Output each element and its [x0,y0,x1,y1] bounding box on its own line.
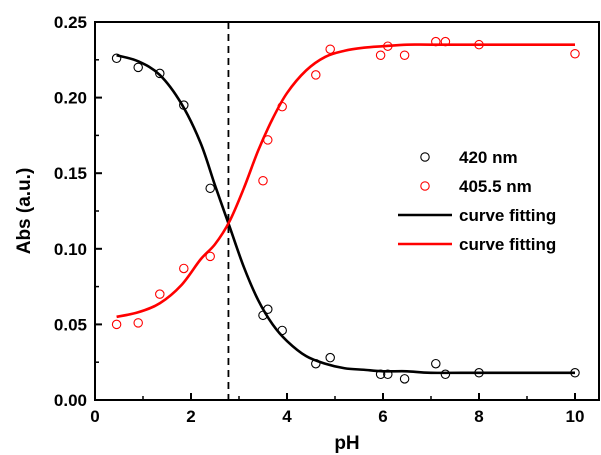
x-tick-labels: 0 2 4 6 8 10 [90,407,584,426]
x-tick-label: 10 [566,407,585,426]
legend-label: 405.5 nm [459,177,532,196]
legend-marker [420,152,430,162]
data-point [263,135,273,145]
data-point [111,53,122,64]
legend: 420 nm 405.5 nm curve fitting curve fitting [398,148,556,254]
legend-marker [420,181,430,191]
y-tick-label: 0.00 [54,391,87,410]
data-points [111,36,580,384]
data-point [431,358,441,369]
legend-label: curve fitting [459,235,556,254]
x-tick-label: 8 [474,407,483,426]
data-point [325,44,335,54]
y-tick-label: 0.15 [54,164,87,183]
data-point [205,183,215,194]
data-point [311,358,321,369]
axis-ticks [94,21,576,401]
data-point [325,352,335,363]
x-axis-title: pH [334,433,359,454]
data-point [155,289,165,299]
y-tick-label: 0.20 [54,89,87,108]
data-point [277,101,287,112]
legend-label: curve fitting [459,206,556,225]
data-point [258,310,268,321]
data-point [399,374,410,384]
data-point [474,368,484,378]
data-point [570,368,580,378]
y-tick-label: 0.25 [54,13,87,32]
data-point [431,36,441,47]
data-point [375,369,386,380]
data-point [570,49,580,59]
y-tick-label: 0.10 [54,240,87,259]
data-point [205,251,215,262]
x-tick-label: 4 [282,407,292,426]
data-point [440,36,451,47]
data-point [179,100,189,110]
data-point [383,369,393,380]
data-point [311,70,321,80]
fit-curves [116,43,575,375]
fit-curve-line [116,43,575,319]
y-tick-labels: 0.00 0.05 0.10 0.15 0.20 0.25 [54,13,87,410]
data-point [133,62,143,73]
data-point [155,68,165,79]
x-tick-label: 2 [186,407,195,426]
y-tick-label: 0.05 [54,315,87,334]
data-point [263,304,273,315]
data-point [383,41,393,51]
data-point [133,318,143,328]
x-tick-label: 0 [90,407,99,426]
data-point [375,50,386,61]
data-point [440,369,451,380]
legend-label: 420 nm [459,148,518,167]
data-point [179,263,189,274]
y-axis-title: Abs (a.u.) [14,168,35,255]
data-point [474,39,484,50]
data-point [399,50,410,61]
data-point [111,319,122,330]
data-point [258,176,268,186]
data-point [277,325,287,336]
x-tick-label: 6 [378,407,387,426]
fit-curve-line [116,54,575,375]
